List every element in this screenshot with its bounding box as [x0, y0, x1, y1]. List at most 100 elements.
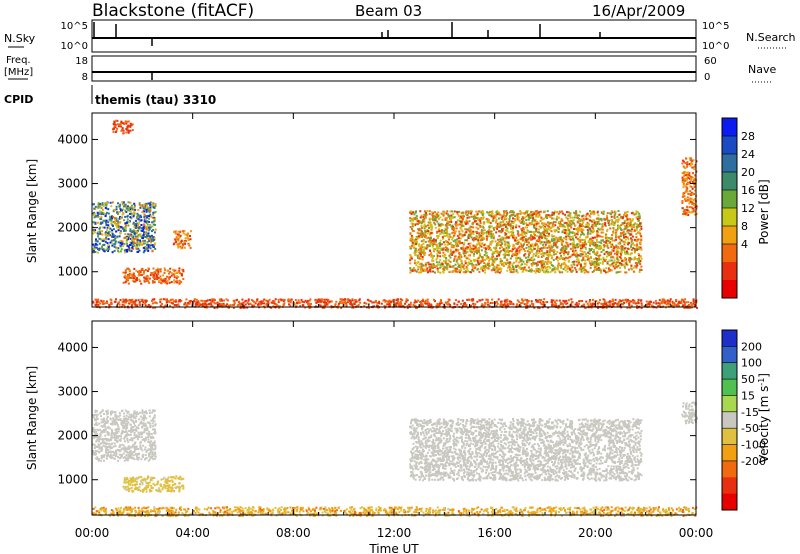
echo-cell — [423, 217, 426, 220]
echo-cell — [550, 230, 553, 233]
echo-cell — [540, 267, 543, 270]
echo-cell — [259, 303, 262, 306]
echo-cell — [583, 271, 586, 274]
echo-cell — [603, 253, 606, 256]
echo-cell — [611, 211, 614, 214]
echo-cell — [639, 222, 641, 225]
echo-cell — [125, 207, 128, 210]
echo-cell — [409, 232, 412, 235]
echo-cell — [581, 242, 584, 245]
echo-cell — [606, 244, 609, 247]
echo-cell — [112, 225, 114, 227]
echo-cell — [388, 299, 391, 302]
echo-cell — [118, 210, 121, 213]
echo-cell — [546, 235, 549, 238]
echo-cell — [562, 245, 565, 248]
echo-cell — [518, 265, 521, 268]
echo-cell — [493, 216, 496, 218]
echo-cell — [169, 276, 171, 279]
echo-cell — [628, 261, 631, 264]
echo-cell — [505, 261, 508, 264]
echo-cell — [584, 262, 587, 265]
echo-cell — [526, 243, 529, 246]
echo-cell — [125, 131, 128, 134]
echo-cell — [103, 226, 106, 229]
echo-cell — [535, 300, 538, 303]
echo-cell — [567, 219, 570, 222]
echo-cell — [319, 298, 322, 301]
echo-cell — [610, 251, 613, 254]
echo-cell — [633, 247, 636, 250]
echo-cell — [536, 247, 539, 249]
echo-cell — [144, 219, 147, 222]
echo-cell — [154, 247, 157, 250]
echo-cell — [511, 222, 514, 225]
echo-cell — [445, 302, 448, 305]
echo-cell — [596, 234, 599, 237]
echo-cell — [155, 269, 158, 271]
echo-cell — [418, 266, 421, 269]
echo-cell — [546, 246, 549, 249]
echo-cell — [605, 255, 608, 258]
echo-cell — [605, 258, 607, 261]
echo-cell — [254, 302, 257, 305]
echo-cell — [617, 218, 620, 221]
echo-cell — [127, 129, 130, 132]
echo-cell — [634, 265, 637, 268]
echo-cell — [609, 212, 612, 215]
echo-cell — [469, 242, 472, 245]
echo-cell — [564, 247, 567, 250]
echo-cell — [107, 224, 110, 227]
echo-cell — [550, 250, 553, 252]
echo-cell — [474, 216, 477, 219]
echo-cell — [423, 268, 426, 271]
echo-cell — [143, 249, 146, 252]
echo-cell — [473, 250, 476, 253]
echo-cell — [455, 267, 458, 270]
echo-cell — [616, 258, 619, 260]
echo-cell — [121, 243, 124, 246]
echo-cell — [598, 246, 601, 249]
echo-cell — [137, 209, 140, 211]
echo-cell — [590, 210, 593, 213]
echo-cell — [580, 233, 582, 236]
echo-cell — [497, 217, 500, 220]
echo-cell — [357, 304, 360, 306]
echo-cell — [569, 267, 572, 270]
echo-cell — [599, 245, 602, 248]
echo-cell — [606, 242, 609, 245]
echo-cell — [616, 229, 619, 232]
echo-cell — [547, 260, 550, 263]
echo-cell — [477, 257, 480, 260]
echo-cell — [136, 245, 139, 247]
echo-cell — [437, 303, 440, 306]
echo-cell — [488, 235, 491, 238]
echo-cell — [684, 184, 687, 187]
echo-cell — [693, 179, 696, 182]
echo-cell — [616, 215, 619, 218]
echo-cell — [545, 301, 548, 304]
echo-cell — [486, 211, 489, 214]
echo-cell — [535, 213, 538, 216]
echo-cell — [95, 238, 97, 241]
echo-cell — [531, 243, 533, 246]
echo-cell — [555, 241, 557, 244]
echo-cell — [151, 225, 154, 228]
echo-cell — [624, 252, 627, 255]
echo-cell — [686, 187, 689, 190]
echo-cell — [571, 301, 574, 303]
echo-cell — [597, 234, 600, 237]
echo-cell — [485, 247, 487, 250]
echo-cell — [93, 213, 96, 216]
echo-cell — [624, 233, 627, 236]
echo-cell — [552, 239, 555, 242]
echo-cell — [573, 234, 576, 237]
echo-cell — [495, 247, 498, 250]
echo-cell — [137, 227, 140, 229]
echo-cell — [411, 236, 414, 239]
beam-title: Beam 03 — [355, 2, 422, 20]
echo-cell — [509, 269, 512, 272]
echo-cell — [146, 243, 149, 246]
echo-cell — [491, 239, 494, 242]
echo-cell — [436, 254, 439, 257]
